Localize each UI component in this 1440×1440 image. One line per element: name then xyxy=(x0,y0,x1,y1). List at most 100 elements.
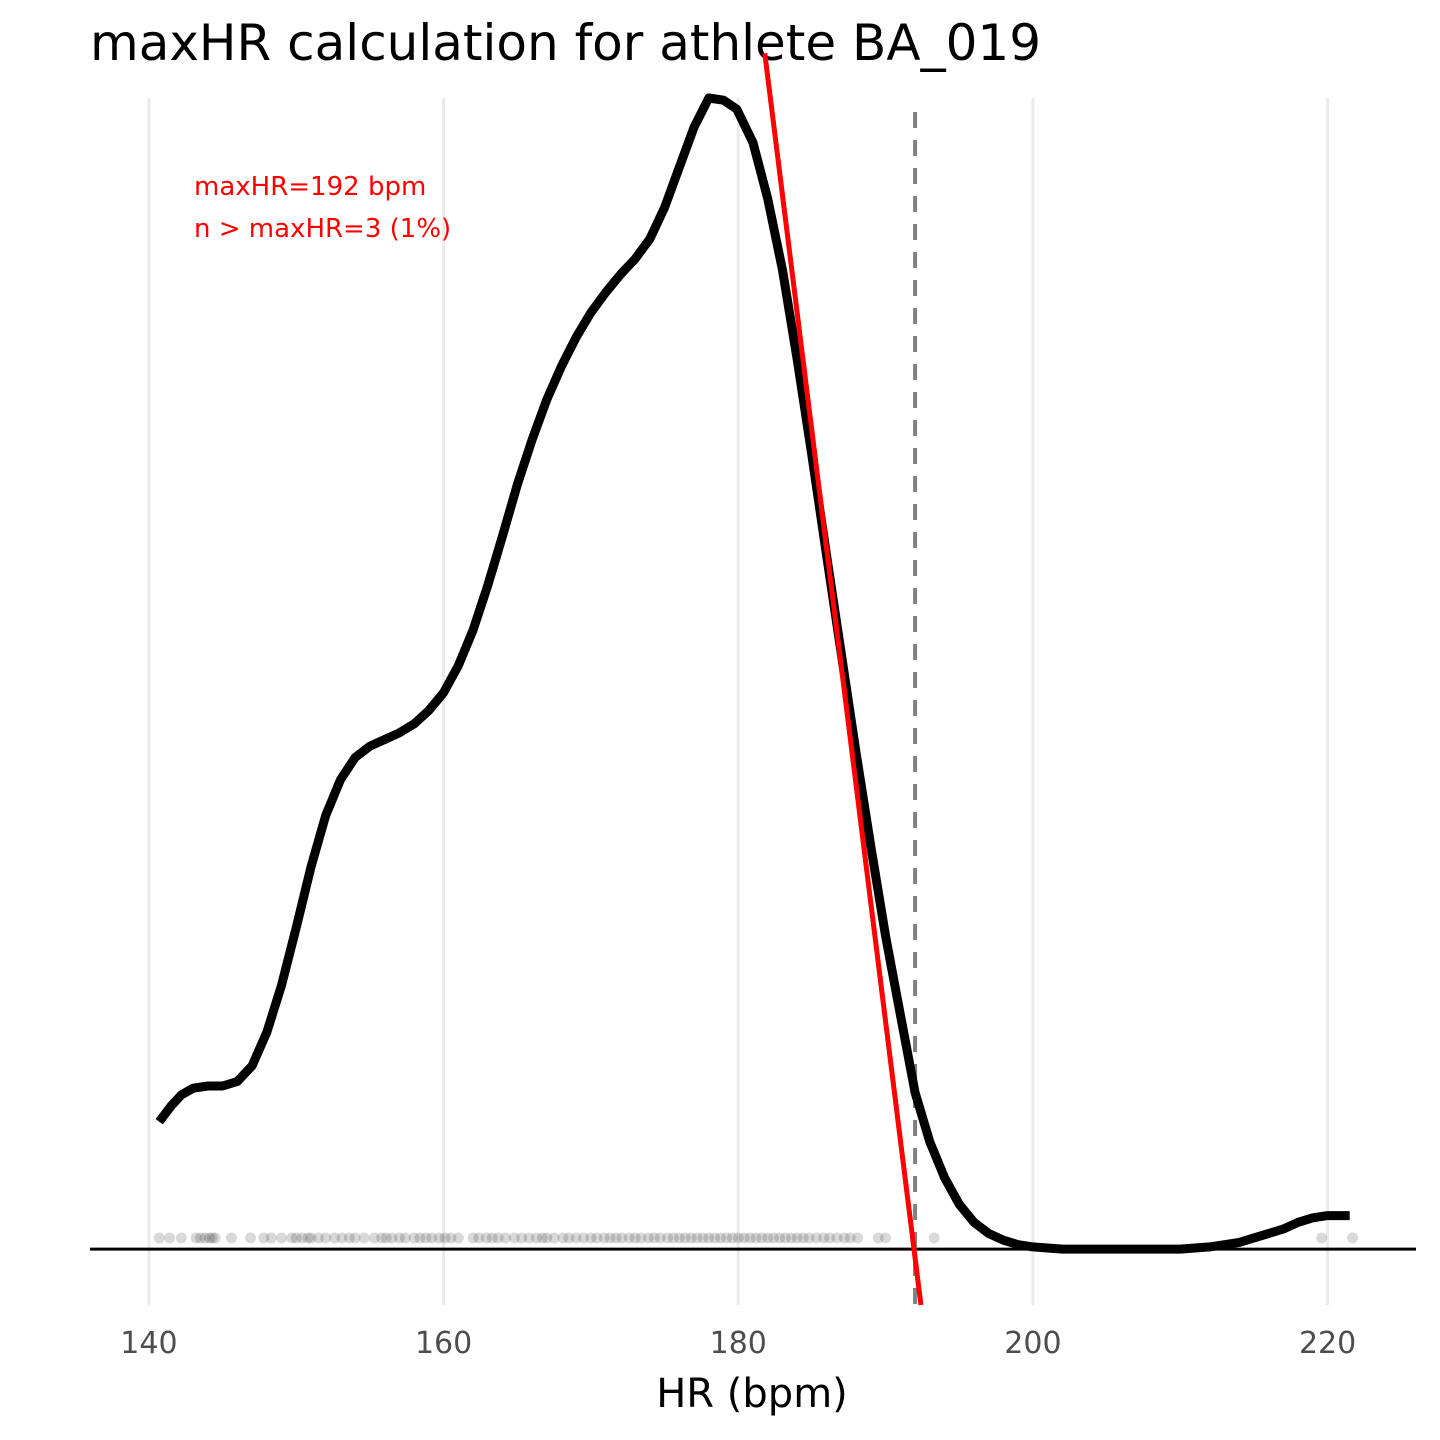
annotation-count-above: n > maxHR=3 (1%) xyxy=(194,214,451,244)
gridlines xyxy=(147,98,1330,1305)
rug-point xyxy=(245,1232,257,1244)
rug-point xyxy=(320,1232,332,1244)
rug-point xyxy=(541,1232,553,1244)
rug-point xyxy=(175,1232,187,1244)
rug-point xyxy=(286,1232,298,1244)
rug-point xyxy=(386,1232,398,1244)
x-tick-label-160: 160 xyxy=(415,1326,472,1361)
rug-point xyxy=(445,1232,457,1244)
rug-point xyxy=(570,1232,582,1244)
rug-point xyxy=(358,1232,370,1244)
rug-point xyxy=(732,1232,744,1244)
rug-point xyxy=(779,1232,791,1244)
rug-point xyxy=(563,1232,575,1244)
rug-point xyxy=(928,1232,940,1244)
rug-point xyxy=(153,1232,165,1244)
rug-point xyxy=(190,1232,202,1244)
rug-point xyxy=(164,1232,176,1244)
rug-point xyxy=(715,1232,727,1244)
rug-point xyxy=(302,1232,314,1244)
rug-point xyxy=(750,1232,762,1244)
rug-point xyxy=(195,1232,206,1244)
rug-point xyxy=(1316,1232,1328,1244)
rug-point xyxy=(610,1232,622,1244)
rug-point xyxy=(726,1232,738,1244)
rug-point xyxy=(691,1232,703,1244)
rug-point xyxy=(791,1232,803,1244)
rug-points xyxy=(153,1232,1359,1244)
rug-point xyxy=(756,1232,768,1244)
rug-point xyxy=(673,1232,685,1244)
rug-point xyxy=(768,1232,780,1244)
rug-point xyxy=(818,1232,830,1244)
x-tick-label-200: 200 xyxy=(1004,1326,1061,1361)
rug-point xyxy=(852,1232,864,1244)
rug-point xyxy=(557,1232,569,1244)
rug-point xyxy=(872,1232,884,1244)
rug-point xyxy=(536,1232,548,1244)
rug-point xyxy=(368,1232,380,1244)
rug-point xyxy=(408,1232,420,1244)
x-tick-label-180: 180 xyxy=(710,1326,767,1361)
rug-point xyxy=(578,1232,590,1244)
rug-point xyxy=(393,1232,405,1244)
rug-point xyxy=(654,1232,666,1244)
x-axis-title: HR (bpm) xyxy=(656,1371,848,1417)
rug-point xyxy=(439,1232,451,1244)
x-axis-ticks: 140 160 180 200 220 xyxy=(120,1326,1356,1361)
rug-point xyxy=(591,1232,603,1244)
rug-point xyxy=(426,1232,438,1244)
rug-point xyxy=(720,1232,732,1244)
rug-point xyxy=(343,1232,355,1244)
rug-point xyxy=(629,1232,641,1244)
rug-point xyxy=(336,1232,348,1244)
rug-point xyxy=(452,1232,464,1244)
rug-point xyxy=(312,1232,324,1244)
rug-point xyxy=(376,1232,388,1244)
rug-point xyxy=(516,1232,528,1244)
rug-point xyxy=(635,1232,647,1244)
rug-point xyxy=(548,1232,560,1244)
rug-point xyxy=(785,1232,797,1244)
rug-point xyxy=(349,1232,361,1244)
x-tick-label-220: 220 xyxy=(1299,1326,1356,1361)
rug-point xyxy=(803,1232,815,1244)
rug-point xyxy=(203,1232,215,1244)
chart-title: maxHR calculation for athlete BA_019 xyxy=(90,14,1042,72)
rug-point xyxy=(486,1232,498,1244)
rug-point xyxy=(258,1232,270,1244)
rug-point xyxy=(225,1232,237,1244)
rug-point xyxy=(623,1232,635,1244)
annotation-maxhr: maxHR=192 bpm xyxy=(194,172,426,202)
rug-point xyxy=(473,1232,485,1244)
rug-point xyxy=(499,1232,511,1244)
rug-point xyxy=(492,1232,504,1244)
rug-point xyxy=(679,1232,691,1244)
rug-point xyxy=(296,1232,308,1244)
rug-point xyxy=(844,1232,856,1244)
rug-point xyxy=(662,1232,674,1244)
rug-point xyxy=(797,1232,809,1244)
rug-point xyxy=(420,1232,432,1244)
rug-point xyxy=(290,1232,302,1244)
rug-point xyxy=(810,1232,822,1244)
rug-point xyxy=(824,1232,836,1244)
rug-point xyxy=(414,1232,426,1244)
rug-point xyxy=(774,1232,786,1244)
rug-point xyxy=(642,1232,654,1244)
rug-point xyxy=(744,1232,756,1244)
rug-point xyxy=(838,1232,850,1244)
rug-point xyxy=(831,1232,843,1244)
rug-point xyxy=(329,1232,341,1244)
rug-point xyxy=(380,1232,392,1244)
rug-point xyxy=(206,1232,218,1244)
rug-point xyxy=(616,1232,628,1244)
rug-point xyxy=(265,1232,277,1244)
rug-point xyxy=(530,1232,542,1244)
rug-point xyxy=(433,1232,445,1244)
rug-point xyxy=(880,1232,892,1244)
rug-point xyxy=(648,1232,660,1244)
rug-point xyxy=(508,1232,520,1244)
rug-point xyxy=(209,1232,221,1244)
